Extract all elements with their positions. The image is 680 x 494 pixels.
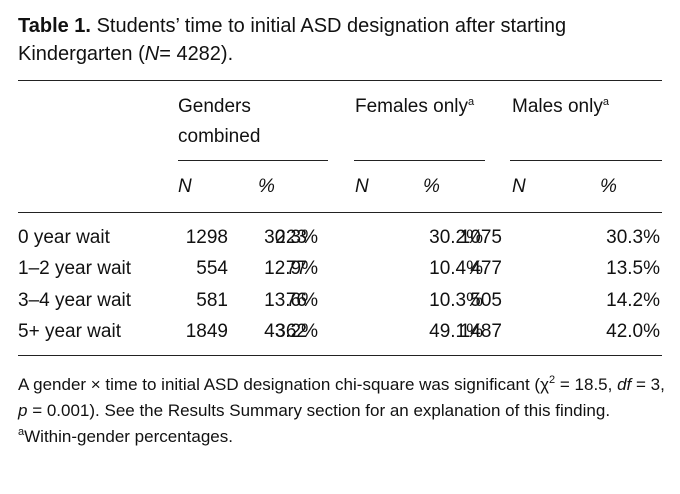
cell: 43.2%	[264, 321, 318, 342]
cell: 14.2%	[606, 290, 660, 311]
cell: 581	[196, 290, 228, 311]
cell: 77	[285, 258, 307, 279]
group-rule	[178, 160, 328, 161]
table-note: A gender × time to initial ASD designati…	[18, 372, 668, 450]
cell: 362	[275, 321, 307, 342]
cell: 13.5%	[606, 258, 660, 279]
group-rule	[510, 160, 662, 161]
note-text: = 3,	[631, 375, 665, 394]
caption-n-text: = 4282).	[159, 43, 234, 65]
group-header: Genders combined	[178, 92, 308, 152]
cell: 223	[275, 227, 307, 248]
note-text: = 18.5,	[555, 375, 618, 394]
footnote-mark: a	[18, 426, 25, 438]
group-sup: a	[602, 96, 609, 108]
cell: 49.1%	[429, 321, 483, 342]
caption: Table 1. Students’ time to initial ASD d…	[18, 12, 658, 68]
note-chi: χ	[540, 375, 550, 394]
cell: 30.3%	[606, 227, 660, 248]
cell: 1849	[185, 321, 228, 342]
subheader: %	[258, 176, 275, 197]
subheader: N	[355, 176, 369, 197]
note-sup: 2	[549, 374, 556, 386]
cell: 30.2%	[429, 227, 483, 248]
note-text: = 0.001). See the Results Summary sectio…	[27, 401, 611, 420]
row-label: 5+ year wait	[18, 321, 121, 342]
note-df: df	[617, 375, 632, 394]
subheader: N	[512, 176, 526, 197]
group-label: Females only	[355, 96, 468, 117]
caption-label: Table 1.	[18, 15, 91, 37]
cell: 1075	[459, 227, 502, 248]
subheader: N	[178, 176, 192, 197]
note-p: p	[18, 401, 28, 420]
cell: 1487	[459, 321, 502, 342]
subheader: %	[600, 176, 617, 197]
cell: 42.0%	[606, 321, 660, 342]
group-sup: a	[468, 96, 475, 108]
group-header: Females onlya	[355, 92, 485, 122]
note-text: A gender × time to initial ASD designati…	[18, 375, 541, 394]
cell: 505	[470, 290, 502, 311]
cell: 1298	[185, 227, 228, 248]
bottom-rule	[18, 355, 662, 356]
cell: 10.4%	[429, 258, 483, 279]
subheader: %	[423, 176, 440, 197]
row-label: 0 year wait	[18, 227, 110, 248]
header-rule	[18, 212, 662, 213]
cell: 554	[196, 258, 228, 279]
group-label: Males only	[512, 96, 603, 117]
group-rule	[354, 160, 485, 161]
row-label: 3–4 year wait	[18, 290, 132, 311]
row-label: 1–2 year wait	[18, 258, 132, 279]
caption-text: Students’ time to initial ASD designatio…	[18, 15, 567, 65]
footnote: Within-gender percentages.	[24, 427, 233, 446]
cell: 12.9%	[264, 258, 318, 279]
group-label: Genders combined	[178, 96, 261, 147]
top-rule	[18, 80, 662, 81]
cell: 477	[470, 258, 502, 279]
caption-n: N	[144, 43, 160, 65]
cell: 10.3%	[429, 290, 483, 311]
cell: 76	[285, 290, 307, 311]
cell: 13.6%	[264, 290, 318, 311]
group-header: Males onlya	[512, 92, 662, 122]
cell: 30.3%	[264, 227, 318, 248]
